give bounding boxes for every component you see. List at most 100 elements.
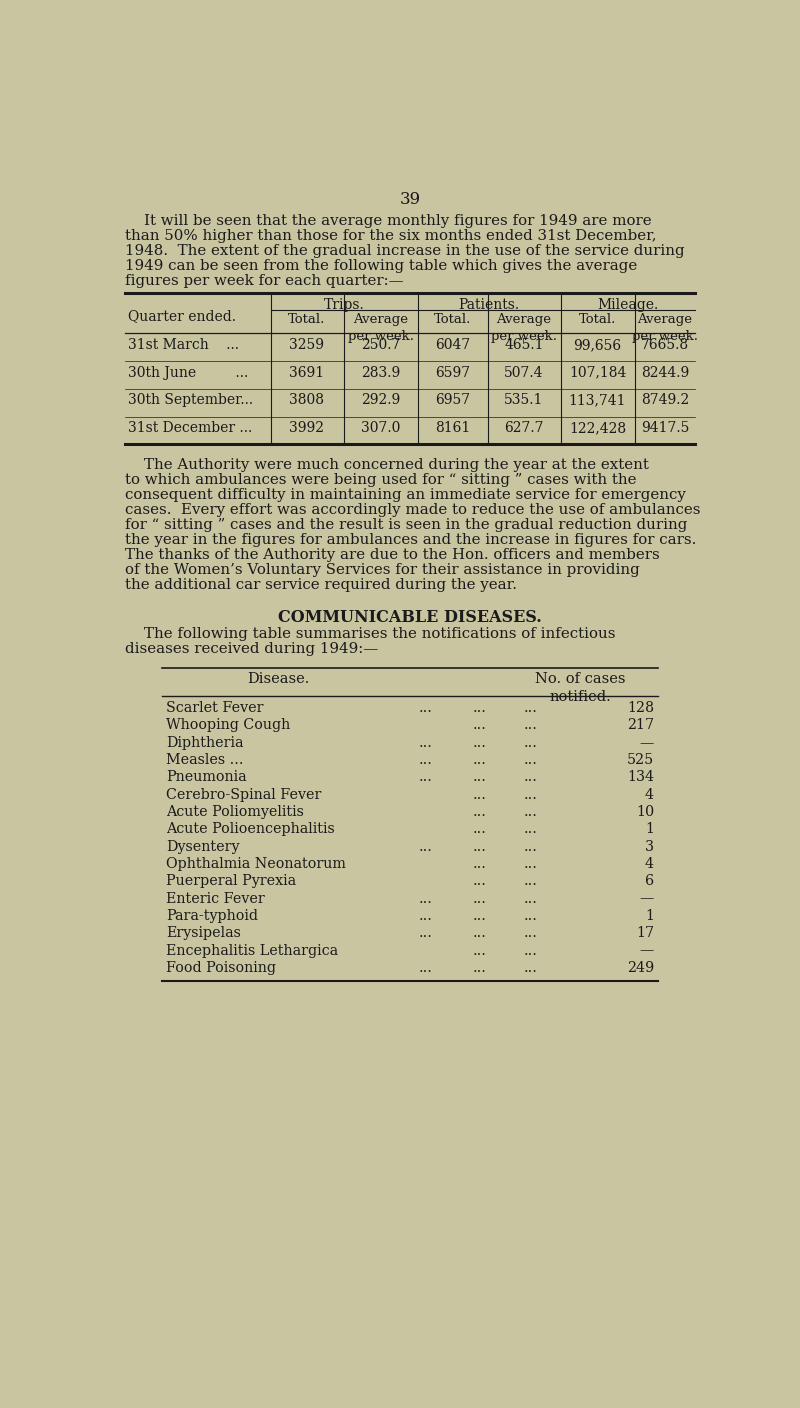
Text: ...: ... <box>473 735 486 749</box>
Text: ...: ... <box>523 753 537 767</box>
Text: 107,184: 107,184 <box>569 366 626 380</box>
Text: consequent difficulty in maintaining an immediate service for emergency: consequent difficulty in maintaining an … <box>125 489 686 503</box>
Text: ...: ... <box>473 960 486 974</box>
Text: ...: ... <box>418 770 433 784</box>
Text: 465.1: 465.1 <box>504 338 544 352</box>
Text: 99,656: 99,656 <box>574 338 622 352</box>
Text: ...: ... <box>473 770 486 784</box>
Text: 10: 10 <box>636 805 654 819</box>
Text: Trips.: Trips. <box>324 298 365 313</box>
Text: ...: ... <box>523 770 537 784</box>
Text: ...: ... <box>418 735 433 749</box>
Text: ...: ... <box>523 943 537 957</box>
Text: ...: ... <box>523 805 537 819</box>
Text: ...: ... <box>473 839 486 853</box>
Text: Quarter ended.: Quarter ended. <box>128 310 236 324</box>
Text: —: — <box>640 735 654 749</box>
Text: 1948.  The extent of the gradual increase in the use of the service during: 1948. The extent of the gradual increase… <box>125 244 685 258</box>
Text: ...: ... <box>473 822 486 836</box>
Text: 8749.2: 8749.2 <box>641 393 689 407</box>
Text: 292.9: 292.9 <box>361 393 400 407</box>
Text: 1949 can be seen from the following table which gives the average: 1949 can be seen from the following tabl… <box>125 259 637 273</box>
Text: ...: ... <box>523 857 537 872</box>
Text: ...: ... <box>473 891 486 905</box>
Text: ...: ... <box>418 910 433 922</box>
Text: Measles ...: Measles ... <box>166 753 243 767</box>
Text: Total.: Total. <box>579 314 616 327</box>
Text: Patients.: Patients. <box>458 298 520 313</box>
Text: —: — <box>640 943 654 957</box>
Text: 30th June         ...: 30th June ... <box>128 366 248 380</box>
Text: 8244.9: 8244.9 <box>641 366 689 380</box>
Text: ...: ... <box>473 805 486 819</box>
Text: figures per week for each quarter:—: figures per week for each quarter:— <box>125 273 403 287</box>
Text: —: — <box>640 891 654 905</box>
Text: Puerperal Pyrexia: Puerperal Pyrexia <box>166 874 296 888</box>
Text: 217: 217 <box>627 718 654 732</box>
Text: ...: ... <box>418 701 433 715</box>
Text: Scarlet Fever: Scarlet Fever <box>166 701 263 715</box>
Text: ...: ... <box>418 753 433 767</box>
Text: 4: 4 <box>645 787 654 801</box>
Text: 3992: 3992 <box>290 421 325 435</box>
Text: 307.0: 307.0 <box>361 421 400 435</box>
Text: ...: ... <box>523 874 537 888</box>
Text: ...: ... <box>473 943 486 957</box>
Text: 250.7: 250.7 <box>361 338 400 352</box>
Text: Cerebro-Spinal Fever: Cerebro-Spinal Fever <box>166 787 322 801</box>
Text: 3259: 3259 <box>290 338 325 352</box>
Text: ...: ... <box>473 926 486 941</box>
Text: ...: ... <box>418 839 433 853</box>
Text: 535.1: 535.1 <box>504 393 544 407</box>
Text: Total.: Total. <box>288 314 326 327</box>
Text: ...: ... <box>418 926 433 941</box>
Text: Food Poisoning: Food Poisoning <box>166 960 276 974</box>
Text: 525: 525 <box>627 753 654 767</box>
Text: Diphtheria: Diphtheria <box>166 735 243 749</box>
Text: for “ sitting ” cases and the result is seen in the gradual reduction during: for “ sitting ” cases and the result is … <box>125 518 687 532</box>
Text: 627.7: 627.7 <box>504 421 544 435</box>
Text: Enteric Fever: Enteric Fever <box>166 891 265 905</box>
Text: ...: ... <box>473 857 486 872</box>
Text: the additional car service required during the year.: the additional car service required duri… <box>125 579 517 593</box>
Text: 9417.5: 9417.5 <box>641 421 689 435</box>
Text: 7665.8: 7665.8 <box>641 338 689 352</box>
Text: ...: ... <box>473 718 486 732</box>
Text: 283.9: 283.9 <box>361 366 400 380</box>
Text: 6597: 6597 <box>435 366 470 380</box>
Text: Average
per week.: Average per week. <box>347 314 414 342</box>
Text: ...: ... <box>418 891 433 905</box>
Text: ...: ... <box>418 960 433 974</box>
Text: Total.: Total. <box>434 314 471 327</box>
Text: Whooping Cough: Whooping Cough <box>166 718 290 732</box>
Text: 3808: 3808 <box>290 393 325 407</box>
Text: ...: ... <box>523 701 537 715</box>
Text: ...: ... <box>523 960 537 974</box>
Text: Pneumonia: Pneumonia <box>166 770 246 784</box>
Text: 113,741: 113,741 <box>569 393 626 407</box>
Text: 39: 39 <box>399 190 421 207</box>
Text: The thanks of the Authority are due to the Hon. officers and members: The thanks of the Authority are due to t… <box>125 548 659 562</box>
Text: Para-typhoid: Para-typhoid <box>166 910 258 922</box>
Text: than 50% higher than those for the six months ended 31st December,: than 50% higher than those for the six m… <box>125 228 656 242</box>
Text: The Authority were much concerned during the year at the extent: The Authority were much concerned during… <box>125 458 649 472</box>
Text: 30th September...: 30th September... <box>128 393 253 407</box>
Text: the year in the figures for ambulances and the increase in figures for cars.: the year in the figures for ambulances a… <box>125 534 696 548</box>
Text: ...: ... <box>473 910 486 922</box>
Text: 17: 17 <box>636 926 654 941</box>
Text: No. of cases
notified.: No. of cases notified. <box>535 672 626 704</box>
Text: 1: 1 <box>645 910 654 922</box>
Text: Disease.: Disease. <box>247 672 310 686</box>
Text: ...: ... <box>473 701 486 715</box>
Text: ...: ... <box>523 718 537 732</box>
Text: ...: ... <box>523 822 537 836</box>
Text: 4: 4 <box>645 857 654 872</box>
Text: ...: ... <box>523 735 537 749</box>
Text: 8161: 8161 <box>435 421 470 435</box>
Text: 507.4: 507.4 <box>504 366 544 380</box>
Text: 1: 1 <box>645 822 654 836</box>
Text: It will be seen that the average monthly figures for 1949 are more: It will be seen that the average monthly… <box>125 214 651 228</box>
Text: cases.  Every effort was accordingly made to reduce the use of ambulances: cases. Every effort was accordingly made… <box>125 503 700 517</box>
Text: Dysentery: Dysentery <box>166 839 239 853</box>
Text: Ophthalmia Neonatorum: Ophthalmia Neonatorum <box>166 857 346 872</box>
